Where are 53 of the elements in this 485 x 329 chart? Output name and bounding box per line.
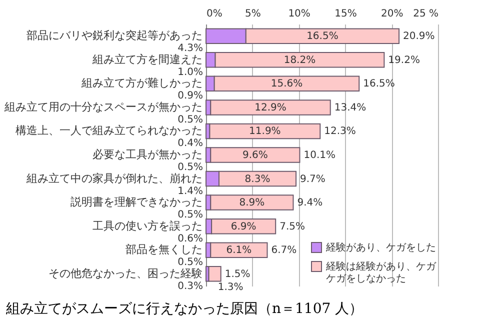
total-label: 16.5% (363, 78, 395, 90)
total-label: 9.4% (297, 198, 323, 209)
text: 組み立てがスムーズに行えなかった原因（n＝1107 人） (5, 300, 364, 317)
x-tick-label: 0% (206, 8, 222, 20)
y-tick-label: 組み立て方が難しかった (80, 76, 202, 90)
data-label: 0.5% (178, 162, 203, 173)
data-label: 16.5% (306, 31, 338, 42)
x-tick-label: 20% (380, 8, 404, 20)
total-label: 1.5% (224, 268, 250, 280)
total-label: 7.5% (280, 221, 306, 232)
data-label: 4.3% (178, 43, 203, 54)
data-label: 6.1% (226, 245, 252, 256)
x-tick-label: 25 % (413, 8, 438, 20)
total-label: 10.1% (304, 150, 336, 161)
y-tick-label: 構造上、一人で組み立てられなかった (16, 124, 202, 138)
data-label: 15.6% (270, 78, 303, 90)
data-label: 18.2% (284, 54, 316, 66)
data-label: 0.3% (178, 280, 203, 292)
total-label: 9.7% (300, 174, 326, 185)
data-label: 0.6% (178, 233, 203, 244)
data-label: 0.9% (178, 90, 203, 102)
data-label: 1.4% (178, 186, 203, 197)
total-label: 6.7% (271, 245, 297, 256)
data-label: 8.3% (244, 174, 270, 185)
data-label: 12.9% (254, 102, 286, 114)
x-tick-label: 10% (288, 8, 310, 20)
data-label: 8.9% (239, 198, 265, 209)
data-label: 0.5% (178, 257, 203, 268)
y-tick-label: 部品にバリや鋭利な突起等があった (26, 29, 202, 42)
data-label: 0.5% (178, 210, 203, 221)
legend-label: 経験があり、ケガをした (325, 242, 436, 254)
total-label: 19.2% (388, 54, 420, 66)
total-label: 20.9% (403, 31, 435, 42)
y-tick-label: 組み立て方を間違えた (92, 52, 202, 66)
y-tick-label: その他危なかった、困った経験 (48, 266, 202, 280)
x-tick-label: 5% (244, 8, 261, 20)
total-label: 13.4% (334, 102, 366, 114)
data-label: 0.5% (178, 114, 203, 126)
data-label: 1.0% (178, 66, 203, 78)
x-tick-label: 15% (334, 8, 357, 20)
y-tick-label: 工具の使い方を誤った (92, 219, 202, 232)
legend-label: 経験は経験があり、ケガケガをしなかった (325, 260, 437, 284)
data-label: 0.4% (178, 138, 203, 150)
data-label: 6.9% (230, 221, 256, 232)
y-tick-label: 組み立て用の十分なスペースが無かった (4, 100, 202, 114)
y-tick-label: 説明書を理解できなかった (70, 196, 202, 209)
data-label: 1.3% (218, 282, 244, 293)
y-tick-label: 必要な工具が無かった (92, 148, 202, 161)
y-tick-label: 組み立て中の家具が倒れた、崩れた (26, 172, 202, 185)
y-tick-label: 部品を無くした (126, 243, 202, 256)
data-label: 9.6% (242, 150, 268, 161)
data-label: 11.9% (249, 126, 281, 138)
total-label: 12.3% (324, 126, 356, 138)
